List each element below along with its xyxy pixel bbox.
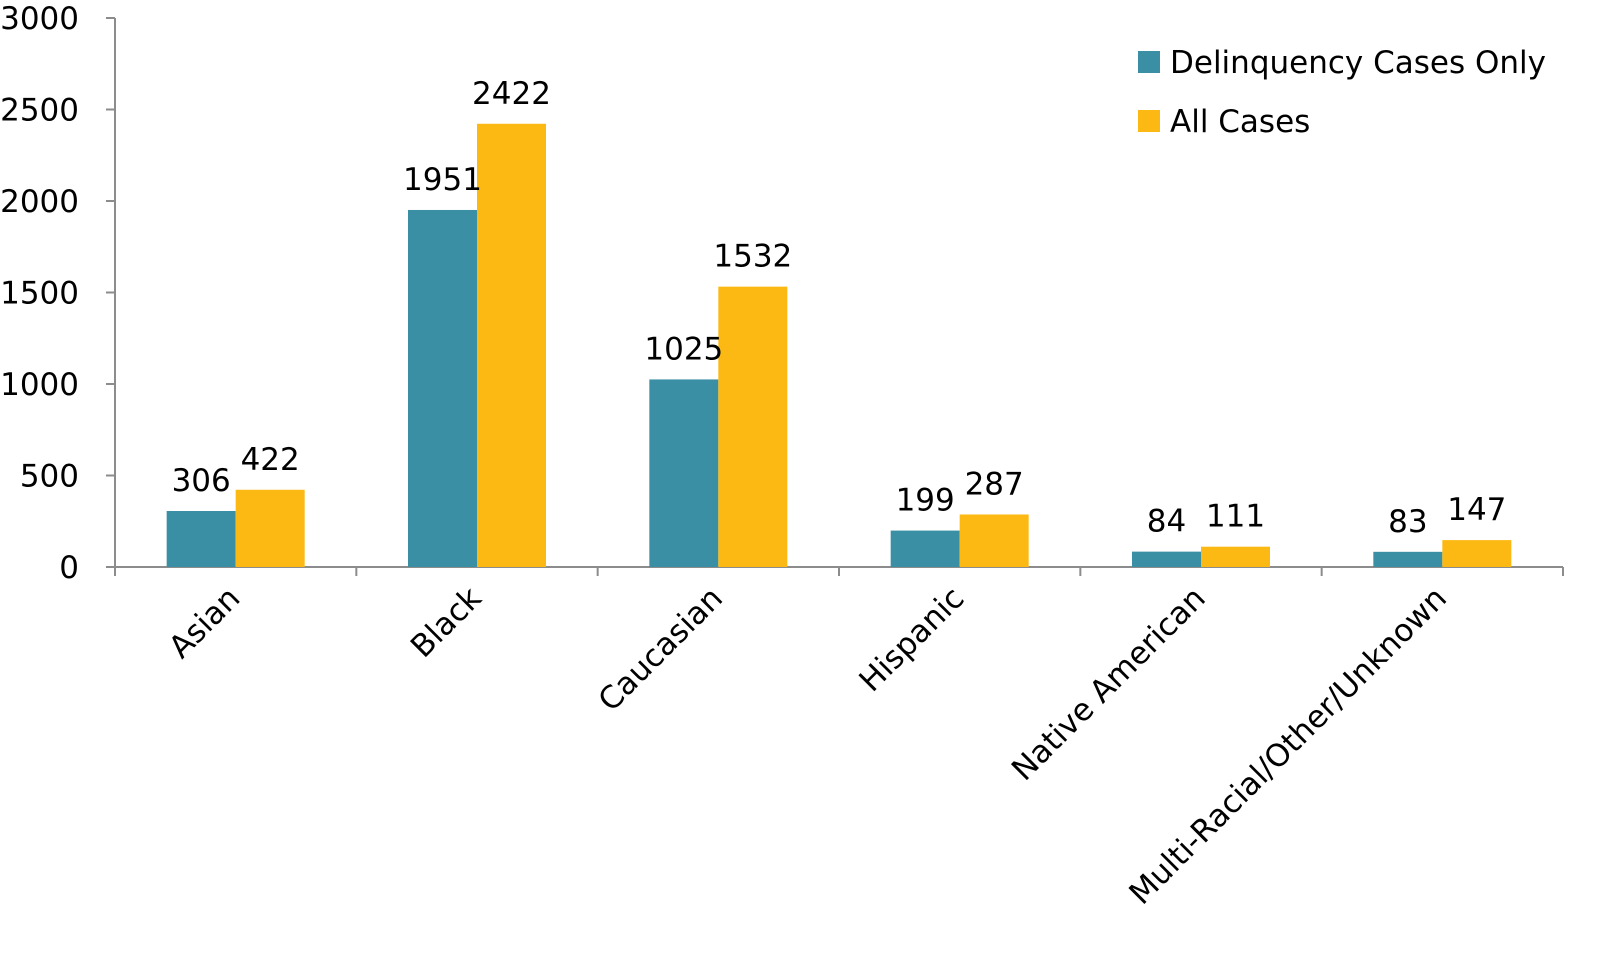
category-label: Native American — [1005, 580, 1213, 788]
data-label: 199 — [896, 483, 955, 519]
x-ticks — [114, 567, 1564, 576]
category-label: Black — [404, 580, 489, 665]
category-label: Hispanic — [852, 580, 971, 699]
y-tick-label: 2500 — [0, 93, 79, 129]
category-label: Asian — [162, 580, 247, 665]
bar-all-cases — [1201, 546, 1270, 567]
bar-delinquency — [408, 209, 477, 568]
legend: Delinquency Cases Only All Cases — [1138, 45, 1546, 140]
category-labels: Asian Black Caucasian Hispanic Native Americ… — [162, 580, 1454, 912]
bar-all-cases — [1442, 540, 1512, 567]
data-label: 147 — [1447, 492, 1506, 528]
bar-all-cases — [959, 514, 1029, 567]
data-label: 1532 — [713, 239, 792, 275]
data-label: 422 — [241, 442, 300, 478]
data-label: 1951 — [403, 162, 482, 198]
data-label: 2422 — [472, 76, 551, 112]
data-labels: 306 422 1951 2422 1025 1532 199 287 84 111 83 147 — [172, 76, 1507, 540]
data-label: 306 — [172, 463, 231, 499]
y-tick-label: 0 — [59, 550, 79, 586]
bar-all-cases — [235, 489, 305, 567]
legend-swatch-delinquency — [1138, 51, 1160, 73]
legend-swatch-all-cases — [1138, 110, 1160, 132]
legend-label-all-cases: All Cases — [1170, 104, 1310, 140]
bar-delinquency — [1132, 551, 1201, 567]
bar-delinquency — [166, 511, 236, 567]
y-ticks: 0 500 1000 1500 2000 2500 3000 — [0, 1, 115, 586]
bar-delinquency — [1373, 551, 1443, 567]
legend-label-delinquency: Delinquency Cases Only — [1170, 45, 1546, 81]
data-label: 84 — [1147, 504, 1186, 540]
y-tick-label: 500 — [20, 459, 79, 495]
y-tick-label: 3000 — [0, 1, 79, 37]
y-tick-label: 1500 — [0, 276, 79, 312]
category-label: Caucasian — [592, 580, 730, 718]
bar-delinquency — [890, 530, 960, 567]
bars — [166, 123, 1512, 568]
axes — [114, 18, 1563, 568]
data-label: 83 — [1388, 504, 1427, 540]
bar-delinquency — [649, 379, 719, 567]
bar-all-cases — [718, 286, 788, 567]
y-tick-label: 1000 — [0, 367, 79, 403]
data-label: 287 — [965, 466, 1024, 502]
y-tick-label: 2000 — [0, 184, 79, 220]
bar-all-cases — [477, 123, 546, 568]
data-label: 1025 — [644, 331, 723, 367]
data-label: 111 — [1206, 499, 1265, 535]
